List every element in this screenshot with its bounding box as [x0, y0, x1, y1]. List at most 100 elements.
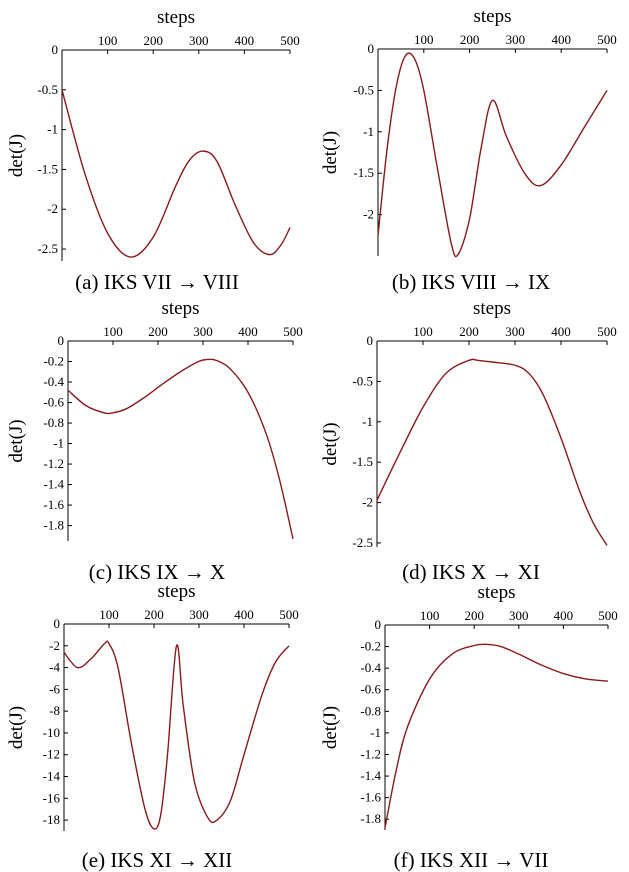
y-tick-label: -1.5: [353, 165, 374, 180]
chart-d-svg: steps det(J) 100 200 300 400 500 0 -0.5 -1 -1.5 -2 -…: [314, 290, 628, 580]
y-tick-label: -0.6: [43, 395, 64, 410]
y-tick-label: -1: [370, 725, 381, 740]
y-tick-label: 0: [58, 333, 65, 348]
x-axis-label: steps: [478, 582, 516, 603]
x-tick-label: 500: [280, 33, 300, 48]
chart-b-svg: stepsdet(J)100 200 300 400 5000-0.5-1-1.5-2: [314, 0, 628, 290]
chart-panel-c: steps det(J) 100 200 300 400 500 0 -0.2 -0.4 -0.6 -…: [0, 290, 314, 580]
y-tick-label: -0.8: [360, 703, 381, 718]
series-line: [64, 641, 289, 829]
chart-panel-b: steps det(J) 100 200 300 400 500 0 -0.5 -1 -1.5 -2 …: [314, 0, 628, 290]
x-tick-label: 300: [193, 324, 213, 339]
y-tick-label: -0.5: [37, 82, 58, 97]
x-tick-label: 500: [598, 608, 618, 623]
y-tick-label: -2.5: [352, 535, 373, 550]
x-tick-label: 300: [506, 32, 526, 47]
x-tick-label: 500: [597, 32, 617, 47]
x-tick-label: 400: [234, 607, 254, 622]
y-tick-label: -1: [47, 122, 58, 137]
chart-e-svg: steps det(J) 100 200 300 400 500 0 -2 -4 -6 -8 -10 -1…: [0, 580, 314, 870]
chart-caption-e: (e) IKS XI → XII: [0, 848, 314, 872]
y-tick-label: -8: [49, 703, 60, 718]
y-tick-label: 0: [367, 333, 374, 348]
series-line: [385, 644, 608, 828]
chart-panel-d: steps det(J) 100 200 300 400 500 0 -0.5 -1 -1.5 -2-…: [314, 290, 628, 580]
x-tick-label: 200: [148, 324, 168, 339]
y-tick-label: -1.6: [360, 790, 381, 805]
y-tick-label: -2: [362, 495, 373, 510]
y-tick-label: -1.4: [43, 477, 64, 492]
y-tick-label: -6: [49, 681, 60, 696]
x-tick-label: 100: [413, 324, 433, 339]
x-tick-label: 400: [551, 324, 571, 339]
y-tick-label: -16: [43, 790, 61, 805]
x-axis-label: steps: [162, 298, 200, 319]
y-tick-label: 0: [375, 617, 382, 632]
x-tick-label: 400: [235, 33, 255, 48]
y-tick-label: -1.2: [43, 456, 64, 471]
y-tick-label: -18: [43, 812, 60, 827]
x-axis-label: steps: [158, 581, 196, 602]
y-tick-label: -12: [43, 747, 60, 762]
x-tick-label: 100: [99, 607, 119, 622]
x-tick-label: 100: [420, 608, 440, 623]
y-tick-label: -0.4: [360, 660, 381, 675]
y-tick-label: -10: [43, 725, 60, 740]
y-tick-label: -2: [49, 638, 60, 653]
y-tick-label: -1.8: [360, 811, 381, 826]
y-axis-label: det(J): [320, 706, 341, 749]
y-tick-label: -1.2: [360, 746, 381, 761]
series-line: [62, 90, 290, 257]
y-tick-label: -0.5: [353, 82, 374, 97]
y-tick-label: -2: [363, 207, 374, 222]
x-tick-label: 100: [103, 324, 123, 339]
y-tick-label: -1.6: [43, 497, 64, 512]
x-tick-label: 400: [551, 32, 571, 47]
chart-panel-e: steps det(J) 100 200 300 400 500 0 -2 -4 -6 -8 -10 -1…: [0, 580, 314, 870]
x-tick-label: 200: [144, 607, 164, 622]
x-axis-label: steps: [474, 6, 512, 27]
chart-f-svg: steps det(J) 100 200 300 400 500 0 -0.2 -0.4 -0.6 -…: [314, 580, 628, 870]
y-tick-label: -1: [362, 414, 373, 429]
y-tick-label: -0.4: [43, 374, 64, 389]
y-tick-label: -0.6: [360, 682, 381, 697]
x-tick-label: 100: [98, 33, 118, 48]
y-axis-label: det(J): [6, 419, 27, 462]
x-tick-label: 500: [597, 324, 617, 339]
chart-a-svg: steps det(J) 100 200 300 400 500 0 -0.5 -1 -1.5 -2 -…: [0, 0, 314, 290]
series-line: [378, 53, 607, 256]
chart-panel-a: steps det(J) 100 200 300 400 500 0 -0.5 -1 -1.5 -2 -…: [0, 0, 314, 290]
y-tick-label: -1.5: [37, 161, 58, 176]
x-tick-label: 500: [283, 324, 303, 339]
x-axis-label: steps: [157, 7, 195, 28]
series-line: [68, 359, 293, 539]
y-tick-label: -0.8: [43, 415, 64, 430]
x-tick-label: 200: [460, 32, 480, 47]
y-tick-label: -4: [49, 660, 60, 675]
chart-c-svg: steps det(J) 100 200 300 400 500 0 -0.2 -0.4 -0.6 -…: [0, 290, 314, 580]
y-tick-label: -1.4: [360, 768, 381, 783]
y-tick-label: 0: [54, 616, 61, 631]
x-tick-label: 100: [414, 32, 434, 47]
series-line: [377, 359, 607, 545]
y-tick-label: -2.5: [37, 241, 58, 256]
x-tick-label: 200: [459, 324, 479, 339]
y-axis-label: det(J): [6, 706, 27, 749]
x-tick-label: 300: [189, 33, 209, 48]
x-tick-label: 300: [505, 324, 525, 339]
chart-caption-f: (f) IKS XII → VII: [314, 848, 628, 872]
y-tick-label: -14: [43, 769, 61, 784]
y-tick-label: -1.5: [352, 454, 373, 469]
y-tick-label: 0: [52, 42, 59, 57]
x-tick-label: 500: [279, 607, 299, 622]
x-tick-label: 400: [238, 324, 258, 339]
y-tick-label: -2: [47, 201, 58, 216]
y-axis-label: det(J): [320, 131, 341, 174]
y-tick-label: -0.2: [43, 354, 64, 369]
y-tick-label: 0: [368, 41, 375, 56]
x-tick-label: 300: [189, 607, 209, 622]
x-tick-label: 300: [509, 608, 529, 623]
x-tick-label: 200: [464, 608, 484, 623]
y-tick-label: -1.8: [43, 518, 64, 533]
x-tick-label: 400: [554, 608, 574, 623]
